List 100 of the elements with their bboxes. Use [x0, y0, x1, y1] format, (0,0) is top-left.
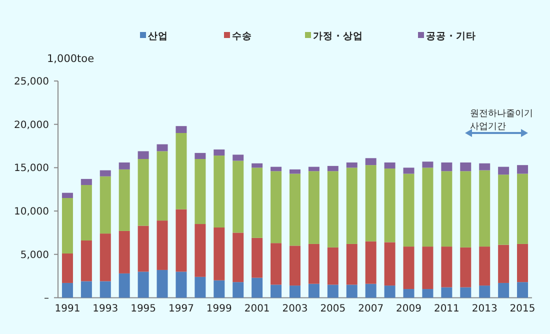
bar: [290, 169, 300, 174]
bar: [80, 240, 92, 282]
bar: [118, 273, 130, 298]
bar: [441, 246, 452, 288]
legend-label: 산업: [148, 31, 168, 42]
bar: [252, 238, 263, 278]
bar: [214, 227, 225, 280]
bar: [422, 168, 434, 247]
x-tick-label: 2003: [282, 304, 308, 315]
bar: [118, 230, 130, 274]
bar: [384, 286, 396, 298]
x-tick-label: 2015: [510, 304, 536, 315]
bar: [327, 247, 338, 285]
bar: [327, 171, 338, 248]
bar: [62, 282, 73, 298]
x-tick-label: 2007: [358, 304, 384, 315]
bar: [327, 284, 338, 298]
bar: [176, 272, 187, 298]
bar: [80, 281, 92, 298]
bar: [403, 168, 414, 174]
bar: [441, 171, 452, 247]
bar: [232, 160, 244, 233]
bar: [138, 151, 149, 160]
bar: [384, 242, 396, 286]
y-axis-title: 1,000toe: [47, 53, 94, 65]
bar: [517, 244, 528, 282]
bar: [176, 133, 187, 210]
bar: [100, 281, 111, 298]
bar: [176, 209, 187, 272]
x-tick-label: 1993: [92, 304, 118, 315]
bar: [308, 244, 320, 284]
bar: [118, 169, 130, 231]
y-tick-label: 25,000: [14, 76, 49, 88]
y-tick-label: 10,000: [14, 206, 49, 218]
y-tick-label: –: [44, 293, 49, 304]
bar: [194, 159, 206, 224]
bar: [214, 280, 225, 298]
bar: [214, 156, 225, 228]
bar: [517, 282, 528, 298]
bar: [346, 162, 358, 168]
bar: [479, 286, 490, 298]
bar: [346, 284, 358, 298]
bar: [460, 162, 472, 172]
x-tick-label: 2013: [472, 304, 498, 315]
bar: [384, 168, 396, 242]
bar: [422, 162, 434, 168]
bar: [365, 165, 376, 242]
bar: [403, 174, 414, 247]
bar: [232, 154, 244, 161]
bar: [365, 158, 376, 166]
bar: [479, 170, 490, 247]
bar: [327, 166, 338, 172]
bar: [138, 226, 149, 272]
bar: [460, 247, 472, 288]
bar: [194, 276, 206, 298]
y-tick-label: 5,000: [20, 250, 49, 261]
bar: [517, 174, 528, 244]
bar: [441, 162, 452, 172]
legend-label: 수송: [232, 31, 252, 42]
bar: [422, 246, 434, 290]
bar: [252, 168, 263, 238]
bar: [232, 282, 244, 298]
x-tick-label: 2011: [434, 304, 460, 315]
bar: [118, 162, 130, 170]
bar: [214, 149, 225, 156]
bar: [80, 178, 92, 186]
x-tick-label: 1991: [54, 304, 80, 315]
bar: [422, 289, 434, 298]
bar: [270, 284, 282, 298]
bar: [270, 166, 282, 172]
bar: [194, 224, 206, 277]
bar: [346, 244, 358, 285]
bar: [498, 282, 510, 298]
bar: [252, 278, 263, 298]
bar: [517, 165, 528, 174]
bar: [62, 192, 73, 198]
bar: [308, 284, 320, 298]
bar: [460, 287, 472, 298]
bar: [384, 162, 396, 169]
bar: [100, 170, 111, 176]
bar: [156, 220, 168, 270]
x-tick-label: 2005: [320, 304, 346, 315]
bar: [138, 272, 149, 298]
bar: [441, 287, 452, 298]
bar: [270, 243, 282, 285]
bar: [403, 289, 414, 298]
bar: [156, 151, 168, 221]
bar: [138, 159, 149, 226]
bar: [365, 284, 376, 298]
x-tick-label: 2001: [244, 304, 270, 315]
bar: [80, 185, 92, 240]
bar: [479, 163, 490, 170]
x-tick-label: 1997: [168, 304, 194, 315]
bar: [62, 198, 73, 254]
bar: [290, 286, 300, 298]
y-tick-label: 15,000: [14, 163, 49, 174]
bar: [100, 176, 111, 234]
bar: [194, 152, 206, 160]
bar: [232, 232, 244, 282]
bar: [270, 171, 282, 244]
